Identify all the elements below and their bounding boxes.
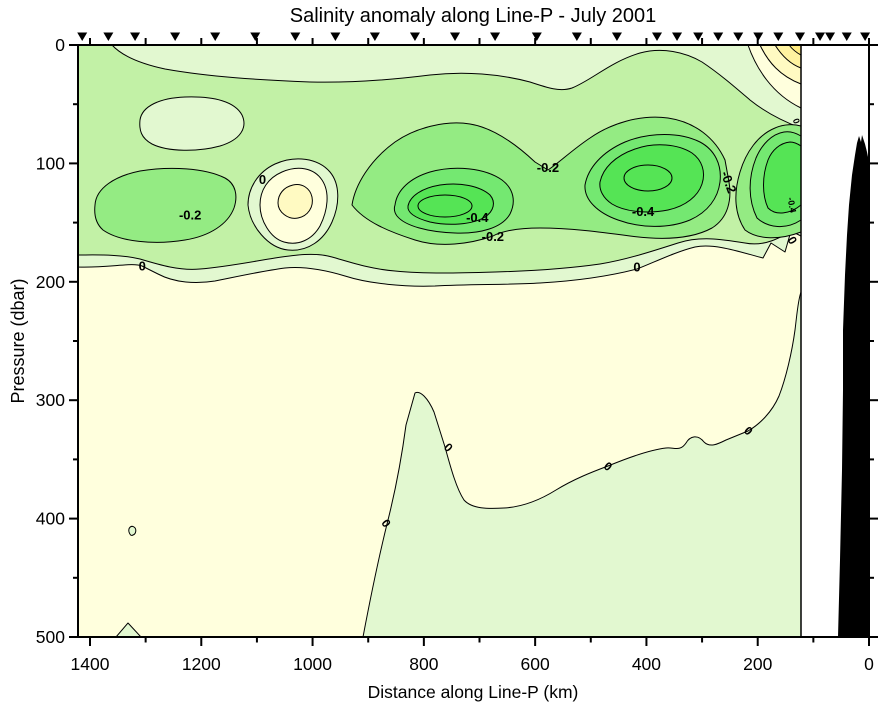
station-marker-triangle [611, 32, 622, 41]
station-marker-triangle [860, 32, 871, 41]
contour-value-label: -0.2 [718, 169, 740, 195]
station-marker-triangle [672, 32, 683, 41]
y-tick-label: 500 [36, 627, 65, 647]
contour-value-label: -0.2 [482, 229, 504, 244]
station-marker-triangle [77, 32, 88, 41]
contour-value-label: -0.4 [632, 204, 655, 219]
contour-value-label: 0 [259, 172, 266, 187]
x-tick-label: 1200 [182, 654, 221, 674]
contour-m0.2-left-blob [94, 167, 237, 243]
station-marker-triangle [130, 32, 141, 41]
station-marker-triangle [250, 32, 261, 41]
station-marker-triangle [773, 32, 784, 41]
x-axis-title: Distance along Line-P (km) [368, 682, 579, 702]
x-tick-label: 400 [632, 654, 661, 674]
station-marker-triangle [841, 32, 852, 41]
station-marker-triangle [815, 32, 826, 41]
station-marker-triangle [795, 32, 806, 41]
station-markers [77, 32, 871, 41]
station-marker-triangle [210, 32, 221, 41]
contour-m0.4-edge [763, 141, 802, 214]
y-tick-label: 300 [36, 390, 65, 410]
contour-field [77, 44, 802, 638]
bathymetry-silhouette [838, 135, 869, 637]
station-marker-triangle [290, 32, 301, 41]
station-marker-triangle [531, 32, 542, 41]
contour-m0.1-closed-blob [139, 96, 245, 151]
chart-title: Salinity anomaly along Line-P - July 200… [290, 5, 657, 27]
station-marker-triangle [652, 32, 663, 41]
contour-p0.1-island-core [277, 184, 313, 219]
station-marker-triangle [330, 32, 341, 41]
x-tick-label: 0 [864, 654, 874, 674]
x-tick-label: 600 [521, 654, 550, 674]
contour-value-label: -0.2 [179, 207, 201, 222]
station-marker-triangle [170, 32, 181, 41]
contour-0-tiny-blob [128, 525, 137, 536]
y-tick-label: 200 [36, 272, 65, 292]
contour-value-label: -0.4 [786, 197, 799, 214]
x-tick-label: 800 [409, 654, 438, 674]
contour-value-label: 0 [791, 117, 802, 125]
station-marker-triangle [409, 32, 420, 41]
station-marker-triangle [103, 32, 114, 41]
station-marker-triangle [825, 32, 836, 41]
contour-0-deep-tongue [362, 291, 802, 638]
station-marker-triangle [490, 32, 501, 41]
contour-value-label: -0.4 [466, 210, 489, 225]
station-marker-triangle [571, 32, 582, 41]
station-marker-triangle [713, 32, 724, 41]
x-tick-label: 1000 [293, 654, 332, 674]
contour-value-label: 0 [139, 258, 146, 273]
axis-tick-labels: 1400 1200 1000 800 600 400 200 0 0 100 200 300 400 50… [36, 35, 874, 674]
x-tick-label: 200 [743, 654, 772, 674]
contour-m0.5-left [417, 194, 473, 218]
y-tick-label: 0 [55, 35, 65, 55]
contour-value-label: -0.2 [537, 160, 559, 175]
station-marker-triangle [693, 32, 704, 41]
contour-m0.5-right [623, 164, 673, 192]
y-tick-label: 100 [36, 153, 65, 173]
station-marker-triangle [753, 32, 764, 41]
station-marker-triangle [733, 32, 744, 41]
x-tick-label: 1400 [71, 654, 110, 674]
station-marker-triangle [369, 32, 380, 41]
contour-value-label: 0 [633, 260, 640, 275]
axis-ticks [69, 38, 878, 646]
y-tick-label: 400 [36, 509, 65, 529]
station-marker-triangle [450, 32, 461, 41]
y-axis-title: Pressure (dbar) [8, 278, 28, 403]
